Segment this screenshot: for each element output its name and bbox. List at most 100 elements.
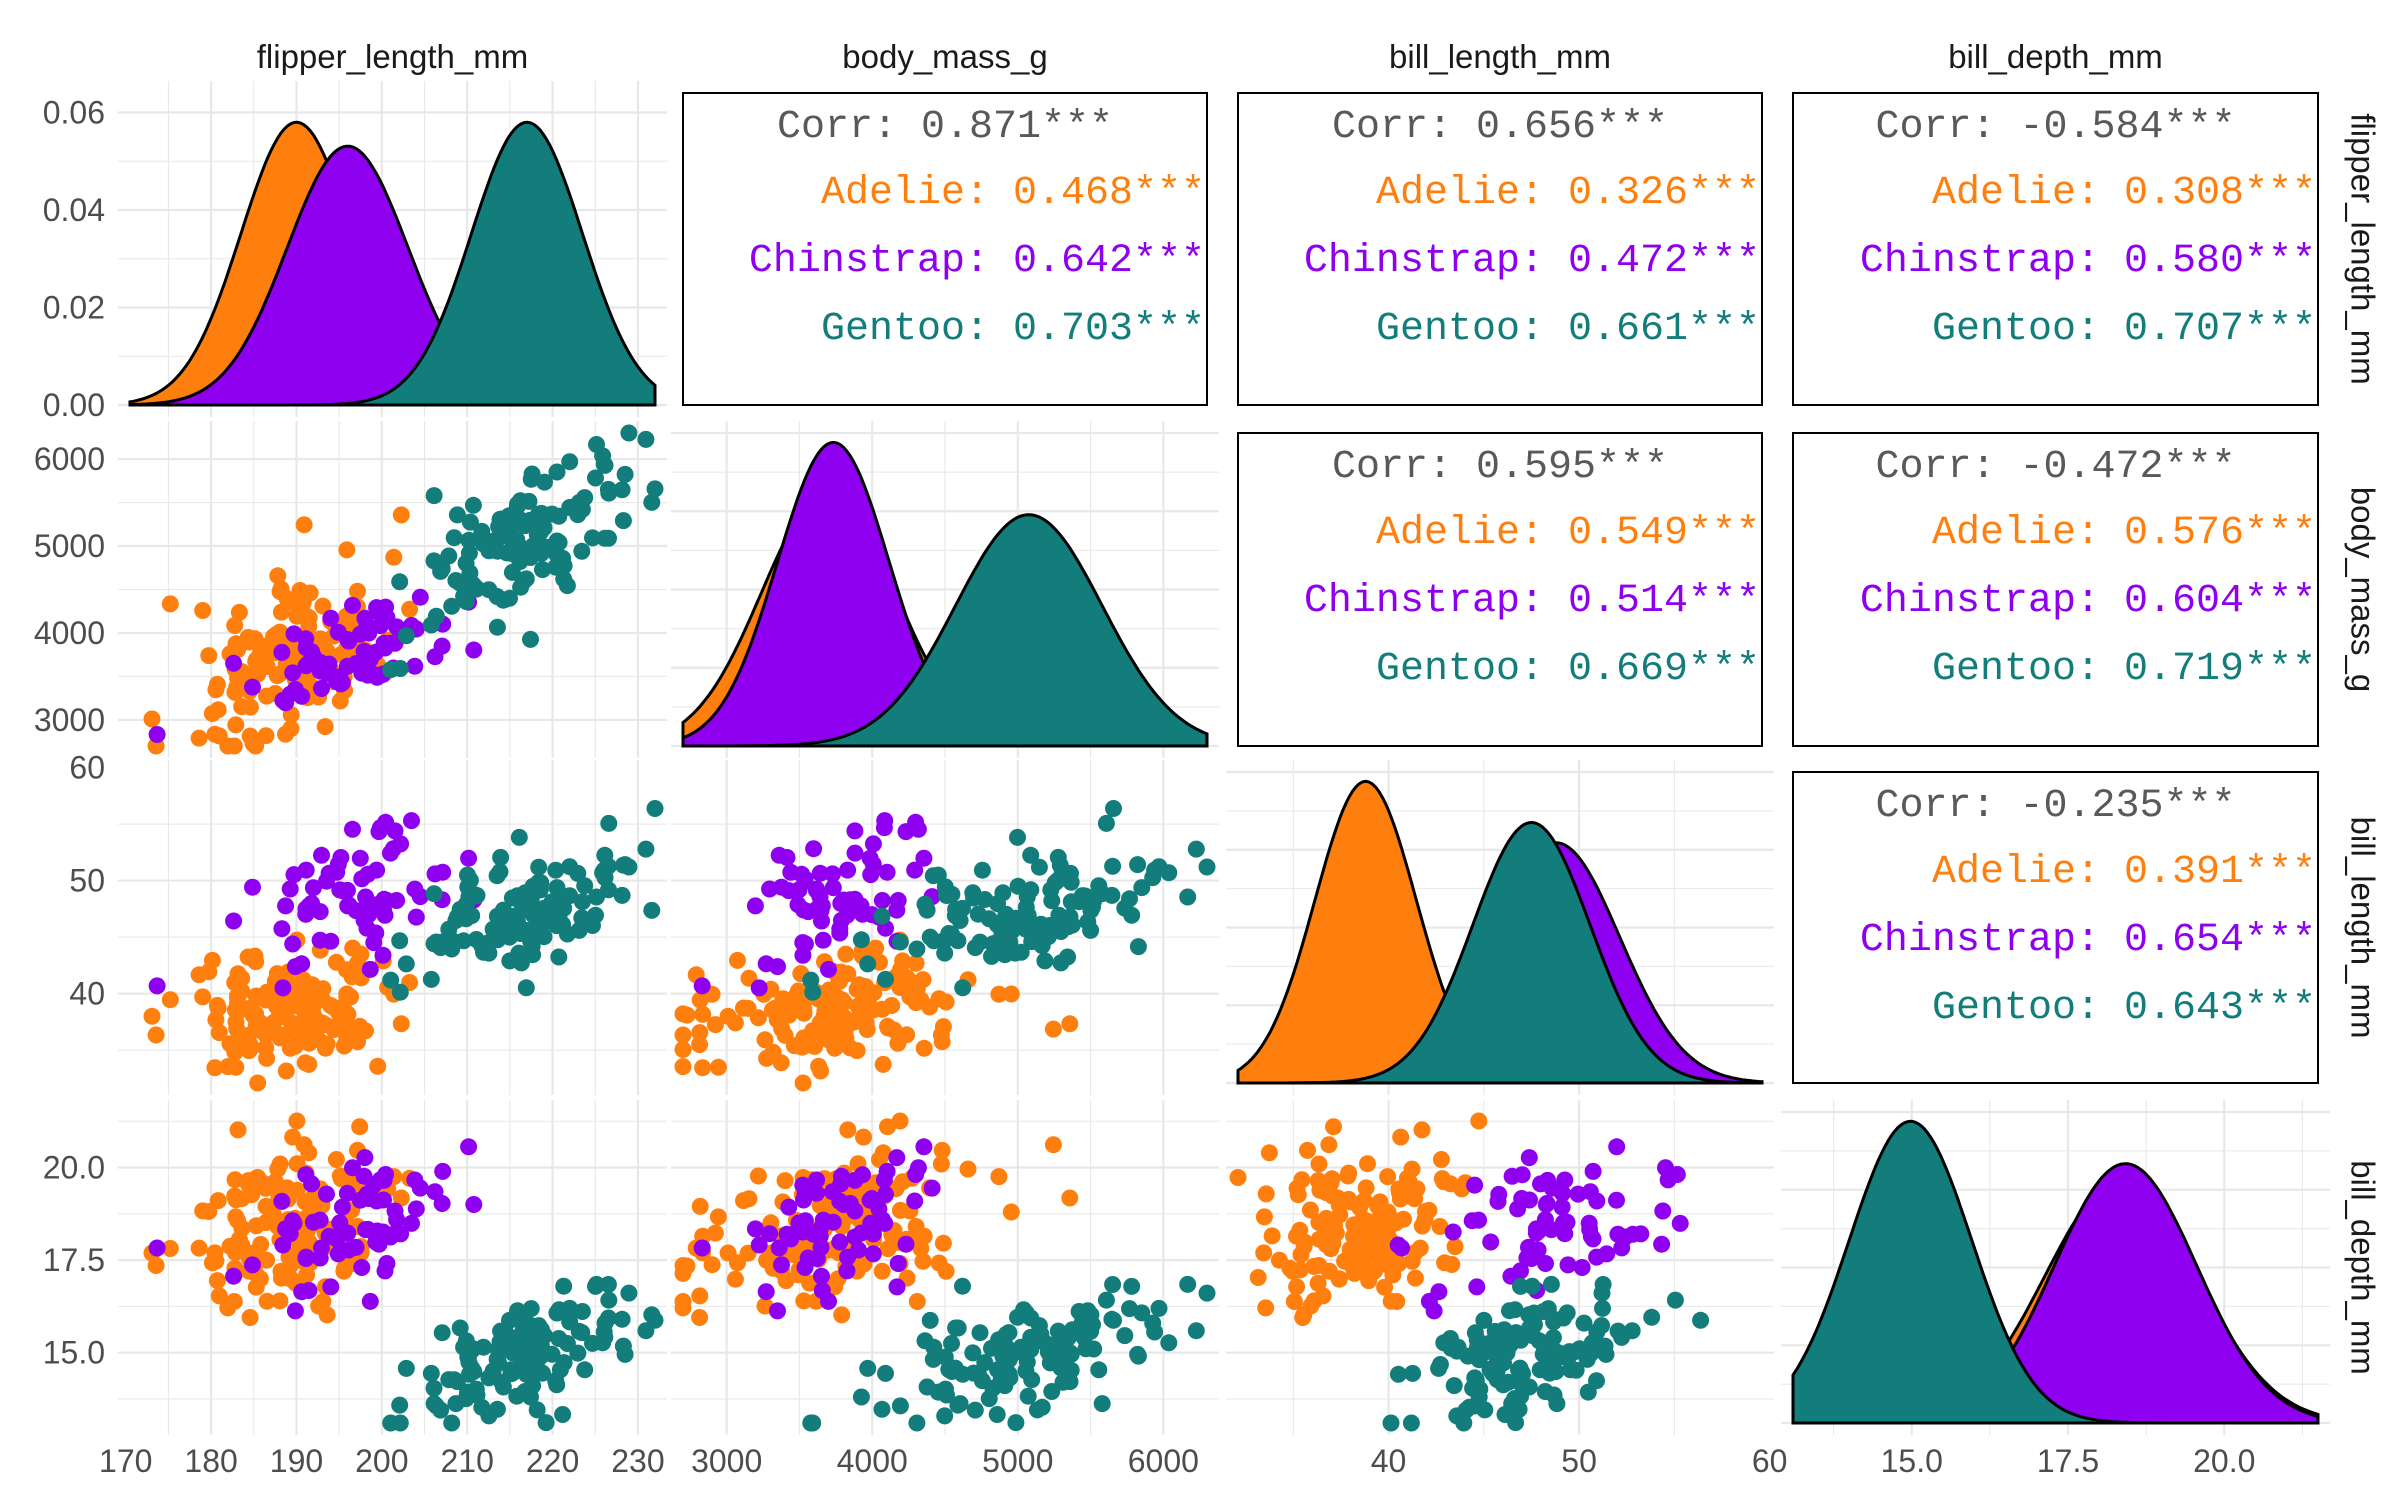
point-adelie [990,1168,1008,1186]
x-tick-label: 210 [440,1443,493,1479]
point-gentoo [976,1354,994,1372]
point-adelie [257,1197,275,1215]
point-chinstrap [897,1235,915,1253]
point-adelie [1432,1151,1450,1168]
point-adelie [247,1217,265,1235]
point-gentoo [954,1277,971,1295]
point-gentoo [443,1414,461,1432]
point-gentoo [587,906,604,924]
point-adelie [200,1203,218,1220]
point-chinstrap [862,866,880,884]
point-gentoo [1000,931,1018,949]
point-gentoo [1430,1359,1448,1377]
point-adelie [143,1007,161,1025]
point-chinstrap [388,1211,406,1229]
point-chinstrap [368,861,386,879]
point-gentoo [1054,914,1072,932]
point-chinstrap [361,650,379,668]
point-adelie [206,725,224,743]
point-chinstrap [338,1184,356,1202]
point-adelie [226,1171,244,1189]
row-strip-label: body_mass_g [2344,487,2381,692]
point-adelie [889,1034,907,1052]
point-gentoo [457,1390,475,1408]
point-gentoo [1160,1334,1178,1352]
point-gentoo [637,430,655,448]
point-adelie [1310,1155,1328,1173]
column-strip-label: body_mass_g [842,38,1047,75]
point-gentoo [1043,1383,1061,1400]
point-gentoo [1530,1332,1548,1350]
point-adelie [1061,1189,1079,1207]
point-gentoo [929,1383,947,1401]
column-strip-label: bill_length_mm [1389,38,1611,75]
point-gentoo [1059,948,1077,966]
density-gentoo [1238,820,1764,1085]
point-gentoo [1402,1414,1420,1432]
point-gentoo [397,627,415,645]
point-chinstrap [274,692,292,709]
point-gentoo [1470,1351,1488,1369]
point-chinstrap [1466,1176,1484,1194]
x-tick-label: 200 [355,1443,408,1479]
point-adelie [1229,1169,1247,1186]
point-chinstrap [1489,1192,1507,1210]
point-chinstrap [850,896,867,914]
point-adelie [810,1057,828,1075]
point-gentoo [594,1334,612,1352]
point-gentoo [1198,858,1216,876]
point-chinstrap [864,835,882,853]
point-chinstrap [281,880,299,898]
point-gentoo [1160,864,1178,882]
point-adelie [338,989,356,1007]
point-adelie [226,1036,244,1054]
point-gentoo [522,630,539,648]
point-adelie [1301,1201,1319,1219]
point-adelie [835,1008,853,1026]
point-gentoo [1009,877,1027,895]
point-chinstrap [780,882,798,900]
point-adelie [284,1128,302,1146]
point-gentoo [1560,1343,1578,1361]
point-chinstrap [875,1171,893,1189]
point-gentoo [588,1275,605,1293]
point-gentoo [1179,888,1197,906]
point-adelie [678,1257,696,1275]
point-chinstrap [794,1176,812,1194]
point-gentoo [1041,1354,1059,1372]
point-chinstrap [807,1184,825,1202]
point-adelie [959,1160,977,1178]
point-adelie [271,1026,289,1044]
point-adelie [228,1020,246,1038]
point-adelie [200,647,218,665]
point-gentoo [422,970,440,988]
point-gentoo [1666,1291,1684,1309]
point-chinstrap [297,657,315,675]
point-adelie [873,1262,891,1280]
correlation-gentoo: Gentoo: 0.661*** [1376,307,1760,352]
point-adelie [1360,1272,1378,1290]
point-gentoo [600,529,617,547]
point-adelie [706,1016,724,1034]
point-adelie [836,1022,854,1040]
point-gentoo [943,925,960,943]
point-gentoo [1522,1319,1540,1337]
point-gentoo [498,544,516,562]
x-tick-label: 220 [526,1443,579,1479]
point-adelie [915,1039,933,1057]
point-chinstrap [297,1250,315,1267]
point-gentoo [873,1400,891,1418]
point-gentoo [921,1311,939,1329]
point-adelie [816,1017,834,1035]
panel-bill_length_mm-body_mass_g [671,760,1219,1095]
point-adelie [1329,1189,1347,1207]
point-gentoo [873,907,891,925]
point-gentoo [501,589,518,607]
point-adelie [271,1155,289,1173]
point-gentoo [646,800,664,817]
point-gentoo [382,971,400,989]
point-gentoo [457,895,475,913]
point-chinstrap [1556,1171,1574,1189]
point-adelie [1446,1238,1464,1256]
